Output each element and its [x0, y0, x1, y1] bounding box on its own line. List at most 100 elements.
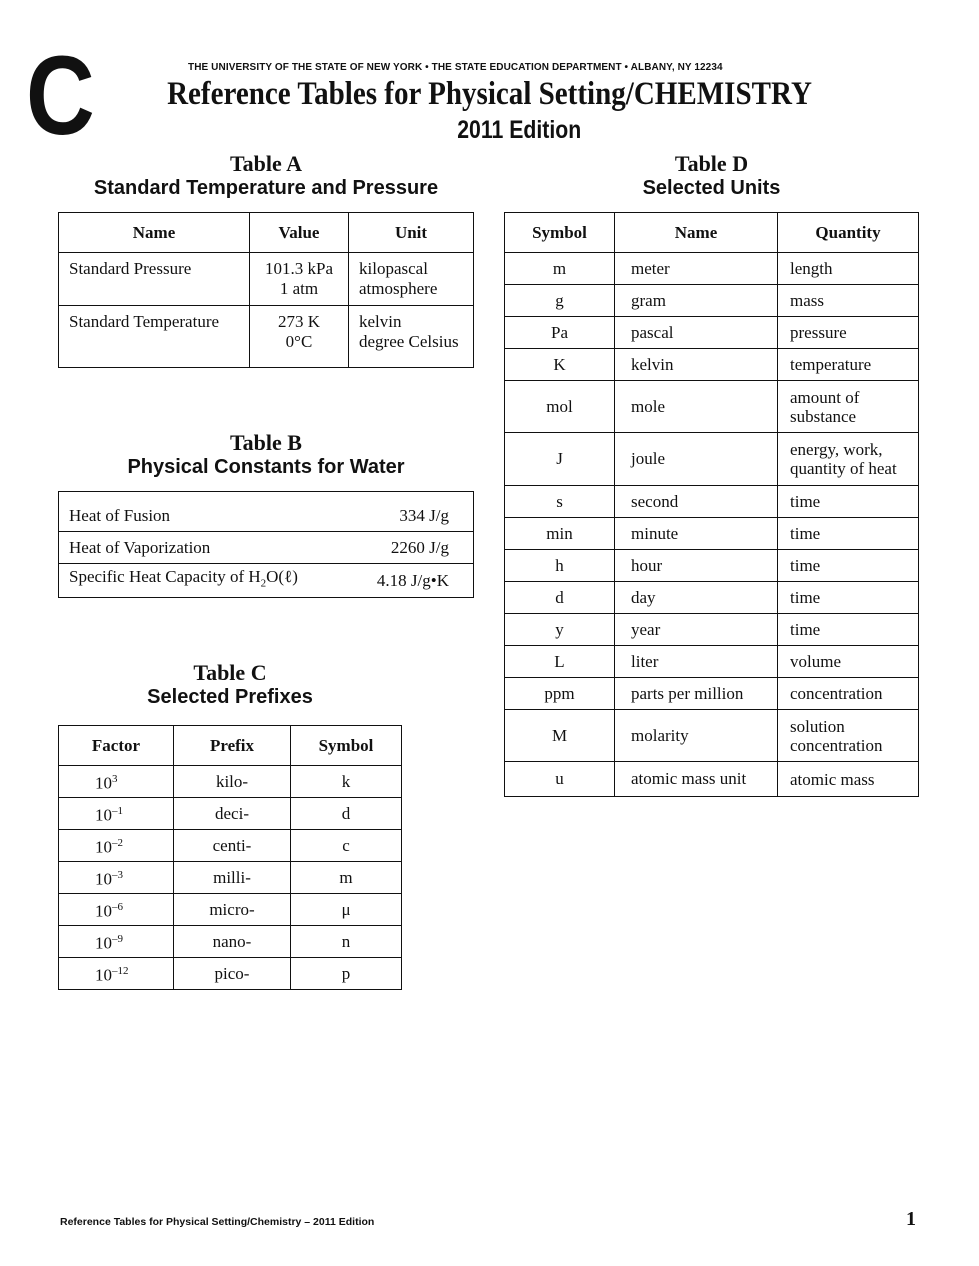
quantity-line: substance: [790, 406, 857, 426]
quantity-cell: time: [777, 581, 919, 614]
subscript: 2: [260, 577, 267, 590]
column-header: Prefix: [173, 725, 291, 766]
footer-text: Reference Tables for Physical Setting/Ch…: [60, 1216, 375, 1228]
name-cell: day: [614, 581, 778, 614]
value-line: 0°C: [285, 332, 313, 351]
quantity-cell: amount of substance: [777, 380, 919, 433]
value-cell: 4.18 J/g•K: [349, 563, 474, 598]
table-a-title: Standard Temperature and Pressure: [93, 177, 439, 199]
table-row: Specific Heat Capacity of H2O(ℓ) 4.18 J/…: [58, 563, 474, 598]
unit-line: kilopascal: [359, 259, 428, 278]
quantity-cell: volume: [777, 645, 919, 678]
table-b-heading: Table B Physical Constants for Water: [58, 431, 474, 479]
factor-cell: 10–6: [58, 893, 174, 926]
factor-exponent: –6: [112, 901, 123, 914]
quantity-line: solution: [790, 716, 845, 736]
name-cell: atomic mass unit: [614, 761, 778, 797]
prefix-cell: centi-: [173, 829, 291, 862]
symbol-cell: ppm: [504, 677, 615, 710]
quantity-line: time: [790, 492, 821, 511]
name-cell: Heat of Fusion: [58, 491, 350, 532]
table-b-label: Table B: [230, 430, 302, 455]
document-title: Reference Tables for Physical Setting/CH…: [167, 76, 812, 112]
symbol-cell: c: [290, 829, 402, 862]
table-b: Heat of Fusion 334 J/g Heat of Vaporizat…: [58, 491, 474, 598]
institution-line: THE UNIVERSITY OF THE STATE OF NEW YORK …: [188, 62, 723, 73]
symbol-cell: m: [290, 861, 402, 894]
column-header: Symbol: [290, 725, 402, 766]
symbol-cell: k: [290, 765, 402, 798]
table-row: 10–12 pico-p: [58, 957, 402, 990]
prefix-cell: deci-: [173, 797, 291, 830]
unit-line: kelvin: [359, 312, 402, 331]
name-cell: parts per million: [614, 677, 778, 710]
quantity-line: concentration: [790, 684, 883, 703]
name-text: Specific Heat Capacity of H: [69, 567, 261, 587]
symbol-cell: n: [290, 925, 402, 958]
table-a-heading: Table A Standard Temperature and Pressur…: [58, 152, 474, 200]
table-row: min minute time: [504, 517, 919, 550]
factor-exponent: –2: [112, 837, 123, 850]
symbol-cell: K: [504, 348, 615, 381]
quantity-cell: energy, work, quantity of heat: [777, 432, 919, 486]
factor-exponent: –9: [112, 933, 123, 946]
factor-exponent: –12: [112, 965, 129, 978]
table-row: 10–1 deci-d: [58, 797, 402, 830]
name-cell: second: [614, 485, 778, 518]
quantity-line: quantity of heat: [790, 459, 897, 478]
name-cell: joule: [614, 432, 778, 486]
factor-cell: 10–2: [58, 829, 174, 862]
quantity-cell: time: [777, 549, 919, 582]
name-cell: Heat of Vaporization: [58, 531, 350, 564]
quantity-cell: mass: [777, 284, 919, 317]
factor-cell: 10–1: [58, 797, 174, 830]
name-cell: meter: [614, 252, 778, 285]
factor-cell: 103: [58, 765, 174, 798]
quantity-cell: time: [777, 517, 919, 550]
quantity-line: temperature: [790, 355, 872, 374]
column-header: Name: [58, 212, 250, 253]
column-header: Factor: [58, 725, 174, 766]
quantity-line: time: [790, 524, 821, 543]
name-cell: mole: [614, 380, 778, 433]
name-cell: hour: [614, 549, 778, 582]
factor-base: 10: [95, 837, 112, 857]
table-row: 103 kilo-k: [58, 765, 402, 798]
quantity-line: time: [790, 556, 821, 575]
table-row: g gram mass: [504, 284, 919, 317]
symbol-cell: d: [504, 581, 615, 614]
table-row: y year time: [504, 613, 919, 646]
unit-line: atmosphere: [359, 279, 438, 298]
name-cell: molarity: [614, 709, 778, 762]
symbol-cell: p: [290, 957, 402, 990]
symbol-cell: y: [504, 613, 615, 646]
table-d-label: Table D: [674, 151, 749, 176]
symbol-cell: M: [504, 709, 615, 762]
quantity-cell: atomic mass: [777, 761, 919, 797]
name-cell: kelvin: [614, 348, 778, 381]
name-cell: year: [614, 613, 778, 646]
symbol-cell: d: [290, 797, 402, 830]
factor-base: 10: [95, 805, 112, 825]
quantity-line: atomic mass: [790, 769, 875, 789]
table-row: Standard Temperature 273 K 0°C kelvin degr…: [58, 305, 474, 368]
prefix-cell: nano-: [173, 925, 291, 958]
table-row: s second time: [504, 485, 919, 518]
factor-exponent: 3: [112, 773, 118, 786]
table-row: 10–2 centi-c: [58, 829, 402, 862]
quantity-cell: time: [777, 613, 919, 646]
symbol-cell: mol: [504, 380, 615, 433]
table-row: Heat of Fusion 334 J/g: [58, 491, 474, 532]
factor-cell: 10–12: [58, 957, 174, 990]
symbol-cell: h: [504, 549, 615, 582]
table-row: ppm parts per million concentration: [504, 677, 919, 710]
value-cell: 334 J/g: [349, 491, 474, 532]
quantity-line: volume: [790, 652, 841, 671]
table-d-title: Selected Units: [642, 177, 781, 199]
prefix-cell: kilo-: [173, 765, 291, 798]
quantity-line: amount of: [790, 387, 860, 407]
factor-cell: 10–9: [58, 925, 174, 958]
